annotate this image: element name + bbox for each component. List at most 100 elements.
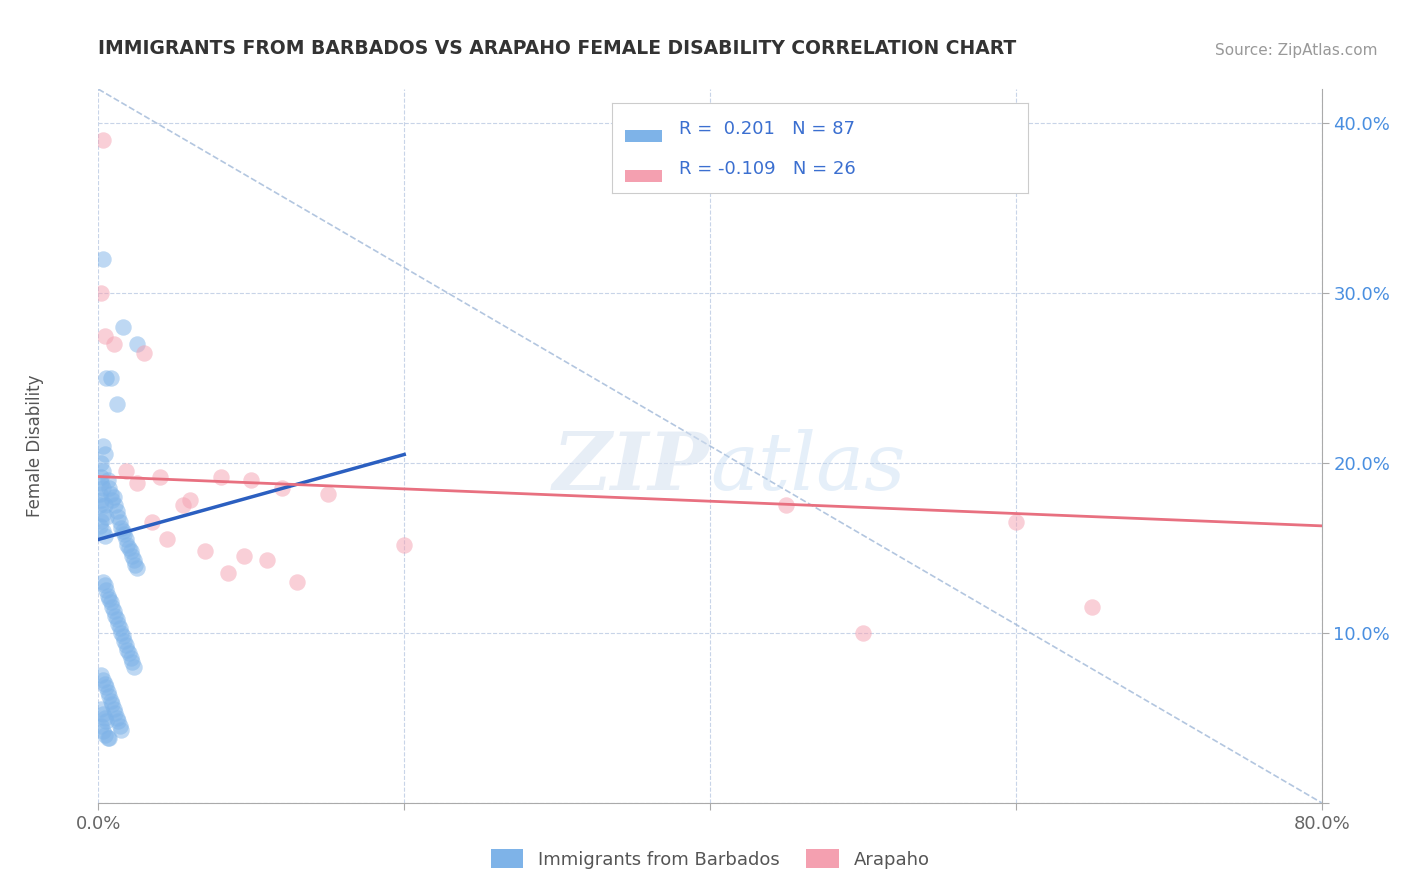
Point bbox=[122, 660, 145, 674]
Point bbox=[125, 476, 148, 491]
Point bbox=[217, 566, 239, 581]
Point bbox=[101, 493, 124, 508]
Point bbox=[270, 482, 292, 496]
Text: atlas: atlas bbox=[710, 429, 905, 506]
Point bbox=[112, 527, 135, 541]
Point bbox=[98, 591, 121, 606]
Text: ZIP: ZIP bbox=[553, 429, 710, 506]
Point bbox=[112, 634, 135, 648]
Point bbox=[209, 469, 232, 483]
Point bbox=[852, 626, 875, 640]
Point bbox=[103, 604, 125, 618]
Point bbox=[117, 537, 139, 551]
Point bbox=[107, 510, 129, 524]
Point bbox=[94, 510, 117, 524]
Point bbox=[90, 702, 112, 716]
Point bbox=[103, 702, 125, 716]
Point bbox=[115, 465, 138, 479]
Point bbox=[103, 490, 125, 504]
Point bbox=[110, 723, 132, 737]
Point bbox=[97, 685, 120, 699]
Point bbox=[94, 714, 117, 729]
Point bbox=[90, 514, 112, 528]
Point bbox=[103, 337, 125, 351]
Point bbox=[1004, 516, 1026, 530]
Point bbox=[94, 680, 117, 694]
Point bbox=[122, 553, 145, 567]
Point bbox=[100, 694, 122, 708]
Point bbox=[93, 328, 115, 343]
Point bbox=[91, 252, 114, 266]
Point bbox=[101, 600, 124, 615]
Point bbox=[100, 486, 122, 500]
Point bbox=[124, 558, 146, 572]
Point bbox=[93, 499, 115, 513]
Point bbox=[93, 448, 115, 462]
Point bbox=[105, 711, 128, 725]
Point bbox=[240, 473, 263, 487]
Point bbox=[94, 371, 117, 385]
Point bbox=[111, 629, 134, 643]
Point bbox=[256, 553, 278, 567]
Point bbox=[105, 396, 128, 410]
Point bbox=[115, 533, 138, 547]
Point bbox=[91, 707, 114, 722]
Point bbox=[179, 493, 201, 508]
Point bbox=[117, 643, 139, 657]
Point bbox=[141, 516, 163, 530]
Point bbox=[94, 583, 117, 598]
Point bbox=[118, 541, 141, 555]
Point bbox=[93, 578, 115, 592]
Point bbox=[775, 499, 797, 513]
Point bbox=[91, 724, 114, 739]
Point bbox=[104, 499, 127, 513]
Point bbox=[194, 544, 217, 558]
Point bbox=[125, 337, 148, 351]
Point bbox=[149, 469, 172, 483]
Point bbox=[104, 706, 127, 720]
Point bbox=[93, 728, 115, 742]
Point bbox=[105, 503, 128, 517]
Point bbox=[156, 533, 179, 547]
Point bbox=[91, 507, 114, 521]
Point bbox=[98, 731, 121, 746]
Text: IMMIGRANTS FROM BARBADOS VS ARAPAHO FEMALE DISABILITY CORRELATION CHART: IMMIGRANTS FROM BARBADOS VS ARAPAHO FEMA… bbox=[98, 39, 1017, 58]
Point bbox=[110, 626, 132, 640]
Point bbox=[392, 537, 416, 551]
Point bbox=[90, 456, 112, 470]
Point bbox=[105, 612, 128, 626]
Point bbox=[232, 549, 254, 564]
Point bbox=[121, 655, 143, 669]
Point bbox=[91, 574, 114, 589]
Point bbox=[108, 516, 131, 530]
Point bbox=[1081, 600, 1104, 615]
Point bbox=[98, 482, 121, 496]
Point bbox=[89, 519, 111, 533]
Point bbox=[104, 608, 127, 623]
Point bbox=[93, 529, 115, 543]
Point bbox=[316, 486, 339, 500]
Point bbox=[111, 320, 134, 334]
Point bbox=[90, 476, 112, 491]
Point bbox=[285, 574, 308, 589]
Point bbox=[90, 493, 112, 508]
Point bbox=[97, 589, 120, 603]
Point bbox=[110, 520, 132, 534]
Point bbox=[91, 482, 114, 496]
Point bbox=[90, 286, 112, 301]
Point bbox=[91, 524, 114, 538]
Point bbox=[98, 689, 121, 703]
Point bbox=[101, 698, 124, 712]
Point bbox=[90, 469, 112, 483]
Point bbox=[111, 524, 134, 538]
Text: Female Disability: Female Disability bbox=[27, 375, 44, 517]
Point bbox=[90, 668, 112, 682]
Point bbox=[115, 638, 138, 652]
Point bbox=[134, 345, 156, 359]
Point bbox=[120, 544, 142, 558]
Point bbox=[125, 561, 148, 575]
Point bbox=[89, 499, 111, 513]
Point bbox=[97, 731, 120, 746]
Point bbox=[93, 677, 115, 691]
Point bbox=[93, 711, 115, 725]
